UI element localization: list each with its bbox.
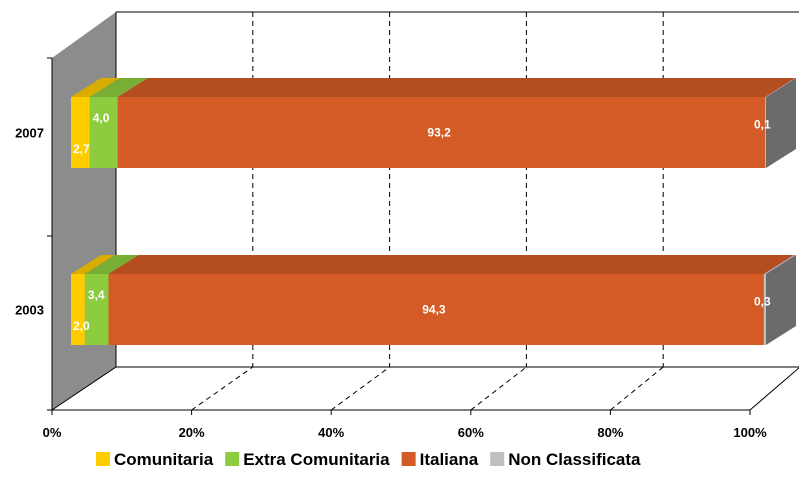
legend-label-3: Non Classificata (508, 450, 641, 469)
x-tick-label: 80% (597, 425, 623, 440)
legend-swatch-1 (225, 452, 240, 466)
bar-2003-comunitaria (71, 274, 85, 345)
legend-label-1: Extra Comunitaria (243, 450, 390, 469)
x-tick-label: 20% (179, 425, 205, 440)
legend-swatch-2 (401, 452, 416, 466)
legend-label-0: Comunitaria (114, 450, 214, 469)
data-label-2003-1: 3,4 (88, 288, 105, 302)
x-tick-label: 40% (318, 425, 344, 440)
bar-top-2007-2 (117, 78, 796, 97)
bar-top-2003-2 (108, 255, 794, 274)
legend-label-2: Italiana (420, 450, 479, 469)
data-label-2003-2: 94,3 (422, 303, 446, 317)
gridline-floor (191, 366, 254, 411)
bar-end-2003 (766, 255, 796, 345)
left-wall (52, 12, 116, 410)
data-label-2007-1: 4,0 (93, 111, 110, 125)
data-label-2003-0: 2,0 (73, 319, 90, 333)
legend-swatch-0 (96, 452, 110, 466)
gridline-floor (470, 366, 527, 411)
bar-2007-italiana (117, 97, 766, 168)
x-tick-label: 0% (43, 425, 62, 440)
bar-top-2007-1 (89, 78, 148, 97)
bar-2007-non-classificata (765, 97, 766, 168)
bar-top-2007-0 (71, 78, 120, 97)
legend-swatch-3 (490, 452, 505, 466)
bar-2003-italiana (108, 274, 764, 345)
gridline-floor (330, 366, 390, 411)
bar-2003-non-classificata (763, 274, 766, 345)
x-tick-label: 100% (733, 425, 767, 440)
bar-2007-extra-comunitaria (89, 97, 118, 168)
bar-top-2003-3 (763, 255, 796, 274)
data-label-2007-3: 0,1 (754, 118, 771, 132)
data-label-2007-0: 2,7 (73, 142, 90, 156)
data-label-2007-2: 93,2 (427, 126, 451, 140)
bar-end-2007 (766, 78, 796, 168)
bar-2003-extra-comunitaria (84, 274, 109, 345)
data-label-2003-3: 0,3 (754, 295, 771, 309)
y-tick-label: 2007 (15, 126, 44, 141)
floor (50, 366, 799, 411)
y-tick-label: 2003 (15, 303, 44, 318)
x-tick-label: 60% (458, 425, 484, 440)
bar-top-2003-1 (84, 255, 139, 274)
gridline-floor (610, 366, 664, 411)
bar-2007-comunitaria (71, 97, 90, 168)
bar-top-2003-0 (71, 255, 115, 274)
bar-top-2007-3 (765, 78, 796, 97)
